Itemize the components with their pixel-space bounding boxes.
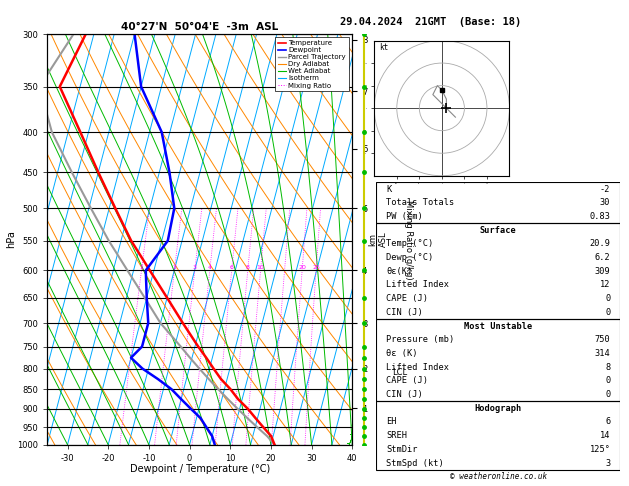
Text: Lifted Index: Lifted Index [386,280,449,290]
Text: 29.04.2024  21GMT  (Base: 18): 29.04.2024 21GMT (Base: 18) [340,17,521,27]
Text: 314: 314 [594,349,610,358]
Text: 2: 2 [172,265,176,270]
Bar [376,182,620,224]
Legend: Temperature, Dewpoint, Parcel Trajectory, Dry Adiabat, Wet Adiabat, Isotherm, Mi: Temperature, Dewpoint, Parcel Trajectory… [275,37,348,91]
Text: 6.2: 6.2 [594,253,610,262]
Text: 0: 0 [605,376,610,385]
Text: CAPE (J): CAPE (J) [386,294,428,303]
Text: Dewp (°C): Dewp (°C) [386,253,433,262]
Text: 0.83: 0.83 [589,212,610,221]
Text: Most Unstable: Most Unstable [464,322,532,330]
Text: Totals Totals: Totals Totals [386,198,454,208]
Text: 12: 12 [600,280,610,290]
Bar [376,224,620,319]
Text: 0: 0 [605,390,610,399]
Text: 20: 20 [298,265,306,270]
Text: 0: 0 [605,308,610,317]
Text: 0: 0 [605,294,610,303]
Y-axis label: km
ASL: km ASL [369,231,388,247]
Text: CAPE (J): CAPE (J) [386,376,428,385]
Text: © weatheronline.co.uk: © weatheronline.co.uk [450,472,547,481]
Text: 20.9: 20.9 [589,240,610,248]
Text: Mixing Ratio (g/kg): Mixing Ratio (g/kg) [404,200,413,279]
Text: 25: 25 [312,265,320,270]
Text: Pressure (mb): Pressure (mb) [386,335,454,344]
Text: Hodograph: Hodograph [474,404,522,413]
Text: Temp (°C): Temp (°C) [386,240,433,248]
Text: θε(K): θε(K) [386,267,412,276]
Text: θε (K): θε (K) [386,349,418,358]
Text: 125°: 125° [589,445,610,454]
Text: Lifted Index: Lifted Index [386,363,449,372]
Text: 14: 14 [600,431,610,440]
Text: Surface: Surface [480,226,516,235]
Text: K: K [386,185,391,193]
Text: 6: 6 [605,417,610,426]
Text: CIN (J): CIN (J) [386,308,423,317]
Text: 8: 8 [605,363,610,372]
Bar [376,319,620,401]
X-axis label: Dewpoint / Temperature (°C): Dewpoint / Temperature (°C) [130,464,270,474]
Text: 309: 309 [594,267,610,276]
Text: 30: 30 [600,198,610,208]
Text: EH: EH [386,417,396,426]
Text: 3: 3 [193,265,197,270]
Text: 3: 3 [605,458,610,468]
Text: 750: 750 [594,335,610,344]
Text: StmSpd (kt): StmSpd (kt) [386,458,443,468]
Text: LCL: LCL [392,368,407,377]
Y-axis label: hPa: hPa [6,230,16,248]
Text: -2: -2 [600,185,610,193]
Text: SREH: SREH [386,431,407,440]
Text: PW (cm): PW (cm) [386,212,423,221]
Text: 6: 6 [230,265,233,270]
Text: 10: 10 [257,265,264,270]
Text: 1: 1 [140,265,143,270]
Title: 40°27'N  50°04'E  -3m  ASL: 40°27'N 50°04'E -3m ASL [121,22,278,32]
Text: StmDir: StmDir [386,445,418,454]
Bar [376,401,620,470]
Text: kt: kt [379,43,388,52]
Text: 8: 8 [246,265,250,270]
Text: CIN (J): CIN (J) [386,390,423,399]
Text: 4: 4 [208,265,212,270]
